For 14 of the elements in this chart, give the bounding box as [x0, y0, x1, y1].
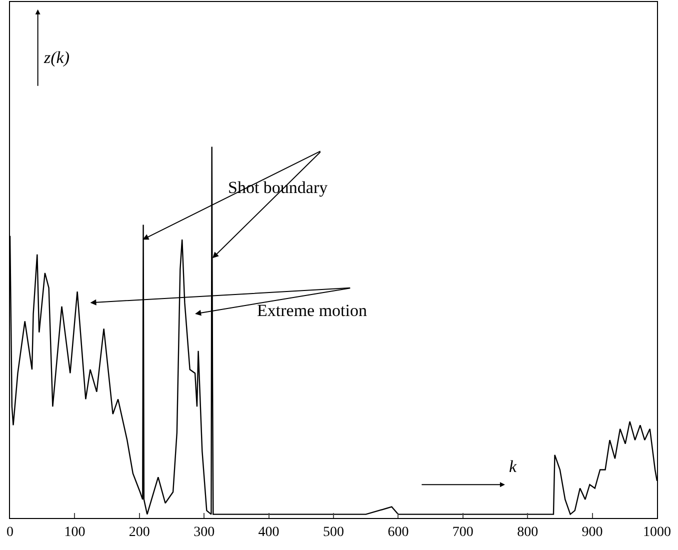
x-tick-label: 900: [582, 524, 603, 540]
x-tick-label: 400: [258, 524, 280, 540]
x-tick-label: 100: [64, 524, 86, 540]
x-tick-label: 1000: [643, 524, 671, 540]
annotation: Extreme motion: [257, 301, 368, 320]
x-tick-label: 200: [128, 524, 150, 540]
y-axis-title: z(k): [43, 48, 70, 67]
x-tick-label: 500: [323, 524, 344, 540]
x-tick-label: 300: [194, 524, 215, 540]
x-tick-label: 700: [452, 524, 474, 540]
x-tick-label: 800: [517, 524, 538, 540]
x-axis-title: k: [509, 457, 517, 476]
x-tick-label: 0: [6, 524, 14, 540]
x-tick-label: 600: [388, 524, 409, 540]
